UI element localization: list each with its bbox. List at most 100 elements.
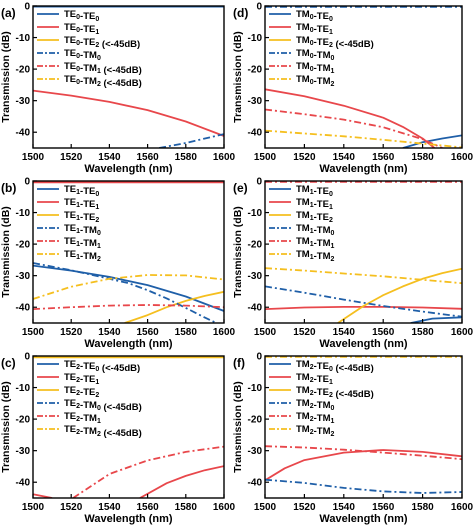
y-tick-label: -20 <box>16 65 31 76</box>
x-tick-label: 1540 <box>333 327 356 338</box>
series-line-1-0 <box>33 264 224 312</box>
y-tick-label: 0 <box>256 2 262 13</box>
series-line-3-5 <box>265 129 462 148</box>
y-tick-label: -10 <box>16 208 31 219</box>
series-line-5-3 <box>265 478 462 494</box>
legend-entry: TE0-TE0 <box>64 9 99 23</box>
legend-entry: TM2-TE2 (<-45dB) <box>296 385 374 400</box>
legend-entry: TM0-TE0 <box>296 9 333 23</box>
y-tick-label: 0 <box>24 352 30 363</box>
y-tick-label: -20 <box>248 240 263 251</box>
x-tick-label: 1600 <box>213 152 236 163</box>
series-line-2-6 <box>139 465 224 498</box>
y-tick-label: 0 <box>256 177 262 188</box>
legend-entry: TM2-TM0 <box>296 398 335 412</box>
y-tick-label: 0 <box>24 177 30 188</box>
y-tick-label: 0 <box>256 352 262 363</box>
series-line-1-4 <box>33 304 224 310</box>
y-axis-label: Transmission (dB) <box>232 206 244 298</box>
legend-entry: TE0-TM1 (<-45dB) <box>64 61 142 76</box>
y-axis-label: Transmission (dB) <box>0 381 12 473</box>
panel-label: (d) <box>233 6 248 20</box>
x-tick-label: 1580 <box>411 327 434 338</box>
y-tick-label: -20 <box>248 65 263 76</box>
x-tick-label: 1520 <box>293 152 316 163</box>
legend-entry: TE1-TM0 <box>64 223 101 237</box>
series-line-3-1 <box>265 88 435 148</box>
x-tick-label: 1500 <box>254 327 277 338</box>
series-line-2-4 <box>72 445 224 498</box>
panel-label: (e) <box>233 181 248 195</box>
legend-entry: TM0-TM0 <box>296 48 335 62</box>
y-tick-label: -30 <box>248 271 263 282</box>
axes-frame <box>264 355 463 499</box>
series-line-5-4 <box>265 445 462 461</box>
y-tick-label: -40 <box>248 303 263 314</box>
x-axis-label: Wavelength (nm) <box>84 163 173 175</box>
y-axis-label: Transmission (dB) <box>232 31 244 123</box>
panel-label: (c) <box>1 356 16 370</box>
x-tick-label: 1520 <box>60 152 83 163</box>
legend-entry: TE2-TM1 <box>64 411 101 425</box>
legend-entry: TM1-TM1 <box>296 236 335 250</box>
legend-entry: TM1-TE1 <box>296 197 333 211</box>
y-tick-label: -10 <box>248 33 263 44</box>
x-tick-label: 1600 <box>451 327 474 338</box>
legend-entry: TE1-TM2 <box>64 249 101 263</box>
legend-entry: TM0-TE2 (<-45dB) <box>296 35 374 50</box>
legend: TM1-TE0TM1-TE1TM1-TE2TM1-TM0TM1-TM1TM1-T… <box>269 184 335 263</box>
x-tick-label: 1560 <box>136 327 159 338</box>
legend-entry: TM2-TE1 <box>296 372 333 386</box>
legend-entry: TE2-TM2 (<-45dB) <box>64 424 142 439</box>
legend-entry: TM2-TM2 <box>296 424 335 438</box>
x-tick-label: 1540 <box>98 327 121 338</box>
x-tick-label: 1520 <box>293 502 316 513</box>
legend-entry: TM2-TM1 <box>296 411 335 425</box>
legend-entry: TM1-TM2 <box>296 249 335 263</box>
series-line-4-3 <box>265 285 462 318</box>
x-tick-label: 1560 <box>372 327 395 338</box>
panel-label: (b) <box>1 181 16 195</box>
axes-frame <box>264 180 463 324</box>
x-tick-label: 1560 <box>136 502 159 513</box>
axes-frame <box>32 355 225 499</box>
series-line-0-1 <box>33 89 224 137</box>
x-tick-label: 1500 <box>22 152 45 163</box>
x-tick-label: 1560 <box>136 152 159 163</box>
y-tick-label: -40 <box>248 478 263 489</box>
x-axis-label: Wavelength (nm) <box>319 163 408 175</box>
x-tick-label: 1500 <box>254 152 277 163</box>
x-tick-label: 1540 <box>333 502 356 513</box>
x-tick-label: 1500 <box>254 502 277 513</box>
series-line-3-0 <box>402 134 462 148</box>
y-axis-label: Transmission (dB) <box>232 381 244 473</box>
legend-entry: TM0-TE1 <box>296 22 333 36</box>
chart-panel-d: 1500 1520 1540 1560 1580 1600 0 -10 -20 -30 -40 Wav… <box>232 2 474 176</box>
x-tick-label: 1600 <box>213 502 236 513</box>
x-tick-label: 1600 <box>451 152 474 163</box>
y-axis-label: Transmission (dB) <box>0 206 12 298</box>
y-tick-label: -30 <box>16 96 31 107</box>
y-axis-label: Transmission (dB) <box>0 31 12 123</box>
axes-frame <box>32 180 225 324</box>
x-tick-label: 1560 <box>372 502 395 513</box>
y-tick-label: -10 <box>16 33 31 44</box>
legend-entry: TE0-TM0 <box>64 48 101 62</box>
legend-entry: TE1-TE0 <box>64 184 99 198</box>
x-tick-label: 1540 <box>333 152 356 163</box>
legend-entry: TM1-TE0 <box>296 184 333 198</box>
legend-entry: TE2-TE0 (<-45dB) <box>64 359 140 374</box>
x-axis-label: Wavelength (nm) <box>84 513 173 525</box>
y-tick-label: -10 <box>16 383 31 394</box>
x-tick-label: 1520 <box>60 327 83 338</box>
plot-area <box>33 181 224 323</box>
x-tick-label: 1580 <box>175 502 198 513</box>
chart-panel-b: 1500 1520 1540 1560 1580 1600 0 -10 -20 -30 -40 Wav… <box>0 177 236 351</box>
x-tick-label: 1520 <box>60 502 83 513</box>
y-tick-label: -20 <box>248 415 263 426</box>
y-tick-label: 0 <box>24 2 30 13</box>
x-tick-label: 1540 <box>98 152 121 163</box>
